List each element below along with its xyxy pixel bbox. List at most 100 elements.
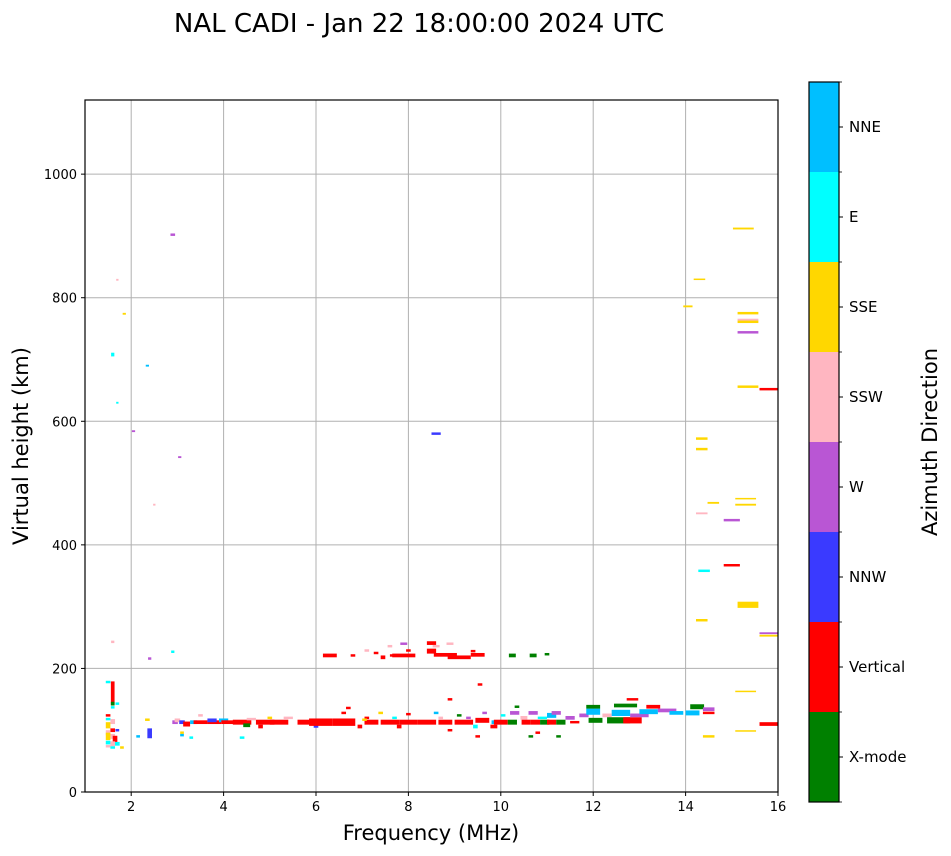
y-axis-ticks: 0 200 400 600 800 1000 (44, 168, 85, 801)
colorbar-tick-label: Vertical (849, 658, 905, 676)
colorbar-segment-nne (809, 82, 839, 172)
data-point-ssw (283, 716, 293, 720)
data-point-sse (695, 437, 708, 440)
data-point-w (579, 713, 589, 718)
data-point-e (115, 702, 120, 705)
data-point-nnw (115, 728, 120, 732)
chart-title: NAL CADI - Jan 22 18:00:00 2024 UTC (174, 9, 664, 39)
data-point-e (473, 724, 478, 729)
data-point-nne (180, 733, 184, 737)
data-point-x-mode (607, 717, 631, 724)
data-point-vertical (759, 722, 778, 726)
data-point-nne (611, 709, 631, 717)
data-point-x-mode (613, 703, 638, 708)
x-tick-label: 6 (312, 800, 320, 815)
x-tick-label: 2 (127, 800, 135, 815)
colorbar-segment-x-mode (809, 712, 839, 802)
data-point-vertical (396, 724, 402, 729)
data-point-vertical (364, 716, 370, 720)
data-point-e (239, 736, 245, 739)
data-point-ssw (246, 717, 256, 721)
data-point-ssw (111, 640, 115, 644)
data-point-vertical (530, 719, 541, 725)
data-point-vertical (346, 706, 351, 710)
data-point-sse (737, 320, 759, 324)
data-point-w (482, 711, 487, 715)
colorbar-tick-label: SSE (849, 298, 878, 316)
data-point-vertical (255, 719, 275, 725)
data-point-w (630, 713, 649, 718)
data-point-ssw (432, 644, 440, 648)
colorbar-segment-e (809, 172, 839, 262)
data-point-nnw (147, 728, 152, 739)
colorbar-frame (808, 81, 840, 803)
data-point-x-mode (243, 723, 251, 728)
data-point-sse (695, 619, 708, 622)
data-point-vertical (183, 721, 191, 727)
data-point-e (110, 746, 116, 749)
data-point-vertical (258, 724, 263, 729)
data-point-sse (683, 305, 693, 308)
data-point-vertical (426, 641, 437, 645)
data-point-e (392, 716, 397, 720)
data-point-vertical (232, 719, 252, 725)
data-point-ssw (110, 741, 116, 747)
data-point-x-mode (529, 653, 537, 658)
data-point-vertical (475, 735, 481, 738)
plot-frame (84, 99, 779, 793)
data-point-vertical (350, 654, 356, 657)
data-point-vertical (193, 720, 208, 725)
y-tick-label: 600 (52, 415, 77, 430)
colorbar-segment-w (809, 442, 839, 532)
x-tick-label: 12 (585, 800, 602, 815)
data-point-vertical (433, 652, 457, 657)
data-point-sse (120, 746, 124, 749)
data-point-vertical (490, 724, 498, 729)
data-point-ssw (105, 745, 111, 748)
data-point-sse (737, 385, 759, 388)
x-tick-label: 16 (770, 800, 787, 815)
data-point-x-mode (110, 701, 115, 706)
data-point-e (105, 680, 111, 684)
colorbar-label: Azimuth Direction (918, 348, 942, 536)
data-point-ssw (520, 716, 528, 720)
data-point-e (189, 736, 194, 739)
data-point-vertical (406, 712, 411, 716)
data-point-vertical (547, 719, 557, 725)
data-point-sse (105, 732, 111, 741)
data-point-vertical (447, 655, 471, 660)
grid-lines (85, 100, 779, 793)
data-point-ssw (110, 719, 116, 725)
data-point-x-mode (556, 735, 561, 738)
data-point-e (116, 401, 119, 404)
data-point-e (500, 714, 506, 717)
data-point-vertical (454, 719, 474, 725)
data-point-ssw (695, 512, 708, 515)
data-point-nne (586, 708, 601, 715)
colorbar-segment-nnw (809, 532, 839, 622)
y-tick-label: 1000 (44, 168, 77, 183)
data-point-vertical (521, 719, 531, 725)
data-point-ssw (364, 649, 370, 652)
data-point-x-mode (544, 652, 550, 656)
data-points (105, 227, 778, 749)
data-point-vertical (426, 648, 437, 654)
data-point-w (170, 233, 176, 236)
data-point-x-mode (556, 719, 566, 725)
colorbar-tick-label: SSW (849, 388, 883, 406)
data-point-vertical (269, 719, 289, 725)
data-point-vertical (438, 719, 453, 725)
data-point-nne (145, 364, 149, 367)
data-point-e (110, 706, 115, 709)
data-point-vertical (447, 728, 453, 732)
data-point-w (131, 430, 136, 433)
data-point-x-mode (456, 714, 462, 717)
data-point-vertical (112, 735, 118, 742)
data-point-vertical (380, 719, 400, 725)
data-point-sse (735, 503, 757, 506)
data-point-nne (669, 711, 684, 715)
y-tick-label: 400 (52, 539, 77, 554)
data-point-nne (639, 709, 658, 715)
data-point-e (111, 352, 115, 357)
data-point-sse (122, 312, 126, 315)
